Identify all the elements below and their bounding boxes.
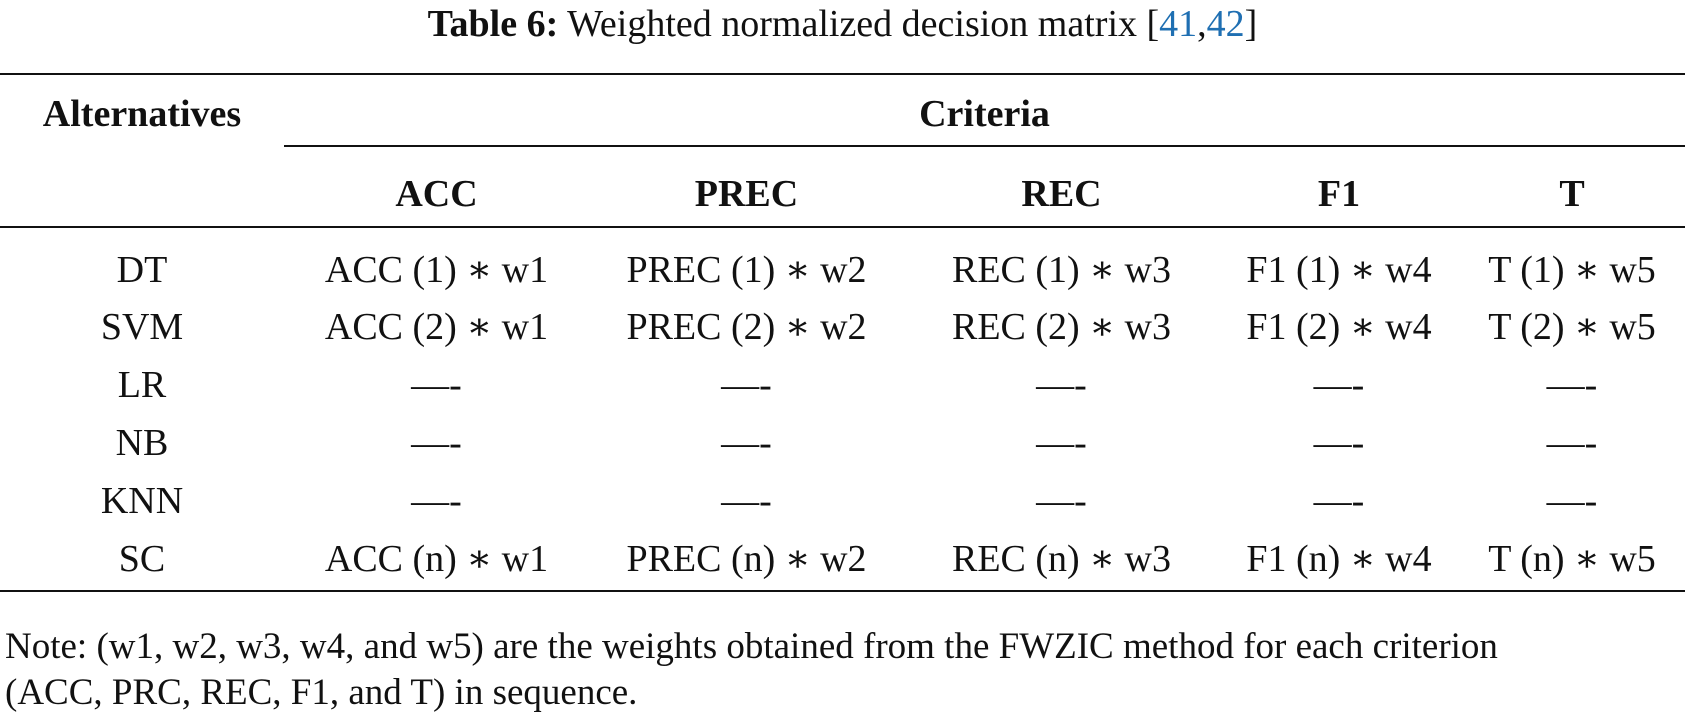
note-line-2: (ACC, PRC, REC, F1, and T) in sequence. xyxy=(5,672,638,713)
citation-link-41[interactable]: 41 xyxy=(1159,3,1198,45)
table-cell: ACC (1) ∗ w1 xyxy=(324,249,549,291)
citation-separator: , xyxy=(1197,3,1207,45)
alternative-name: LR xyxy=(117,364,167,406)
criteria-rule xyxy=(284,145,1685,147)
criterion-header-prec: PREC xyxy=(694,173,799,215)
table-cell: —- xyxy=(1036,480,1087,522)
table-cell: —- xyxy=(721,422,772,464)
table-cell: —- xyxy=(721,364,772,406)
table-top-rule xyxy=(0,73,1685,75)
table-cell: —- xyxy=(1036,422,1087,464)
criteria-header: Criteria xyxy=(919,93,1050,135)
caption-close-bracket: ] xyxy=(1244,3,1258,45)
table-cell: —- xyxy=(411,364,462,406)
table-cell: —- xyxy=(411,422,462,464)
table-cell: T (1) ∗ w5 xyxy=(1488,249,1656,291)
criterion-header-f1: F1 xyxy=(1317,173,1361,215)
table-bottom-rule xyxy=(0,590,1685,592)
note-line-1: Note: (w1, w2, w3, w4, and w5) are the w… xyxy=(5,626,1498,667)
table-cell: T (n) ∗ w5 xyxy=(1488,538,1656,580)
citation-link-42[interactable]: 42 xyxy=(1206,3,1245,45)
table-cell: ACC (n) ∗ w1 xyxy=(324,538,549,580)
criterion-header-rec: REC xyxy=(1021,173,1102,215)
alternative-name: DT xyxy=(116,249,168,291)
caption-label: Table 6: xyxy=(427,3,559,45)
table-cell: PREC (1) ∗ w2 xyxy=(626,249,867,291)
table-cell: —- xyxy=(1546,480,1598,522)
header-rule xyxy=(0,226,1685,228)
table-caption: Table 6: Weighted normalized decision ma… xyxy=(0,2,1685,46)
table-cell: F1 (n) ∗ w4 xyxy=(1246,538,1432,580)
alternative-name: SVM xyxy=(100,306,184,348)
table-cell: F1 (1) ∗ w4 xyxy=(1246,249,1432,291)
alternatives-header: Alternatives xyxy=(42,93,242,135)
table-cell: —- xyxy=(1546,422,1598,464)
criterion-header-acc: ACC xyxy=(395,173,478,215)
table-cell: T (2) ∗ w5 xyxy=(1488,306,1656,348)
table-cell: —- xyxy=(1546,364,1598,406)
table-cell: —- xyxy=(1036,364,1087,406)
table-cell: REC (2) ∗ w3 xyxy=(952,306,1171,348)
table-cell: F1 (2) ∗ w4 xyxy=(1246,306,1432,348)
table-cell: —- xyxy=(1313,422,1365,464)
table-cell: —- xyxy=(411,480,462,522)
table-cell: ACC (2) ∗ w1 xyxy=(324,306,549,348)
caption-text: Weighted normalized decision matrix [ xyxy=(567,3,1160,45)
alternative-name: SC xyxy=(118,538,166,580)
alternative-name: NB xyxy=(115,422,169,464)
criterion-header-t: T xyxy=(1559,173,1585,215)
table-cell: REC (n) ∗ w3 xyxy=(952,538,1171,580)
table-cell: PREC (2) ∗ w2 xyxy=(626,306,867,348)
table-cell: PREC (n) ∗ w2 xyxy=(626,538,867,580)
table-cell: —- xyxy=(1313,480,1365,522)
table-cell: —- xyxy=(721,480,772,522)
table-note: Note: (w1, w2, w3, w4, and w5) are the w… xyxy=(5,624,1680,716)
alternative-name: KNN xyxy=(100,480,184,522)
table-cell: —- xyxy=(1313,364,1365,406)
table-cell: REC (1) ∗ w3 xyxy=(952,249,1171,291)
